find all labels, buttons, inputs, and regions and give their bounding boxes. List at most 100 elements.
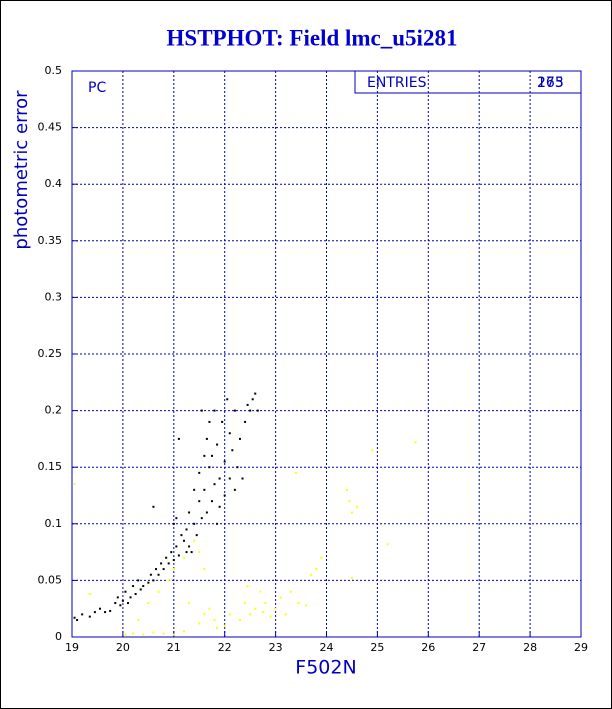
point: [188, 602, 191, 605]
point: [315, 568, 318, 571]
point: [238, 619, 241, 622]
entries-value: 175: [537, 75, 564, 91]
plot-layer: 19 20 21 22 23 24 25 26 27 28 29 0 0.05 0.1 0.15 0.2 0.2…: [38, 64, 589, 654]
point: [198, 500, 201, 503]
point: [371, 449, 374, 452]
point: [114, 602, 117, 605]
point: [149, 573, 152, 576]
point: [198, 622, 201, 625]
x-tick-label: 23: [269, 641, 283, 654]
point: [121, 599, 124, 602]
point: [73, 616, 76, 619]
point: [213, 483, 216, 486]
point: [137, 579, 140, 582]
point: [193, 522, 196, 525]
point: [177, 554, 180, 557]
point: [233, 409, 236, 412]
point: [205, 511, 208, 514]
point: [274, 607, 277, 610]
point: [251, 398, 254, 401]
y-tick-label: 0.4: [45, 177, 63, 190]
point: [157, 573, 160, 576]
point: [124, 590, 127, 593]
point: [264, 602, 267, 605]
point: [210, 454, 213, 457]
entries-label: ENTRIES: [367, 75, 427, 91]
point: [142, 633, 145, 636]
point: [218, 505, 221, 508]
x-tick-label: 27: [472, 641, 486, 654]
point: [241, 477, 244, 480]
point: [203, 454, 206, 457]
chart-title: HSTPHOT: Field lmc_u5i281: [167, 25, 458, 50]
point: [231, 449, 234, 452]
point: [172, 633, 175, 636]
point: [350, 577, 353, 580]
point: [216, 626, 219, 629]
point: [345, 488, 348, 491]
point: [221, 420, 224, 423]
point: [152, 631, 155, 634]
point: [132, 632, 135, 635]
point: [249, 613, 252, 616]
y-tick-label: 0.15: [38, 460, 63, 473]
point: [129, 596, 132, 599]
point: [195, 534, 198, 537]
point: [185, 528, 188, 531]
x-tick-label: 25: [370, 641, 384, 654]
point: [175, 545, 178, 548]
point: [152, 505, 155, 508]
point: [238, 437, 241, 440]
point: [152, 579, 155, 582]
point: [188, 545, 191, 548]
point: [223, 494, 226, 497]
point: [139, 588, 142, 591]
point: [208, 607, 211, 610]
point: [109, 609, 112, 612]
y-tick-label: 0.45: [38, 121, 63, 134]
point: [147, 602, 150, 605]
point: [165, 556, 168, 559]
y-axis-label: photometric error: [11, 90, 32, 250]
point: [356, 505, 359, 508]
point: [76, 619, 79, 622]
point: [310, 573, 313, 576]
point: [167, 562, 170, 565]
x-tick-label: 26: [421, 641, 435, 654]
point: [284, 613, 287, 616]
point: [213, 409, 216, 412]
point: [180, 534, 183, 537]
point: [203, 613, 206, 616]
point: [147, 581, 150, 584]
x-axis-label: F502N: [295, 657, 356, 679]
point: [289, 590, 292, 593]
point: [98, 607, 101, 610]
point: [216, 443, 219, 446]
point: [193, 539, 196, 542]
point: [236, 466, 239, 469]
point: [244, 420, 247, 423]
point: [93, 611, 96, 614]
y-tick-label: 0.2: [45, 404, 63, 417]
x-tick-label: 21: [167, 641, 181, 654]
point: [203, 568, 206, 571]
point: [261, 611, 264, 614]
x-tick-label: 19: [65, 641, 79, 654]
point: [208, 420, 211, 423]
point: [104, 611, 107, 614]
point: [188, 511, 191, 514]
point: [170, 551, 173, 554]
point: [172, 559, 175, 562]
point: [172, 568, 175, 571]
point: [228, 477, 231, 480]
point: [297, 602, 300, 605]
y-tick-label: 0.5: [45, 64, 63, 77]
point: [259, 590, 262, 593]
point: [223, 624, 226, 627]
x-tick-label: 28: [523, 641, 537, 654]
point: [182, 630, 185, 633]
point: [254, 392, 257, 395]
x-tick-label: 29: [574, 641, 588, 654]
point: [244, 602, 247, 605]
